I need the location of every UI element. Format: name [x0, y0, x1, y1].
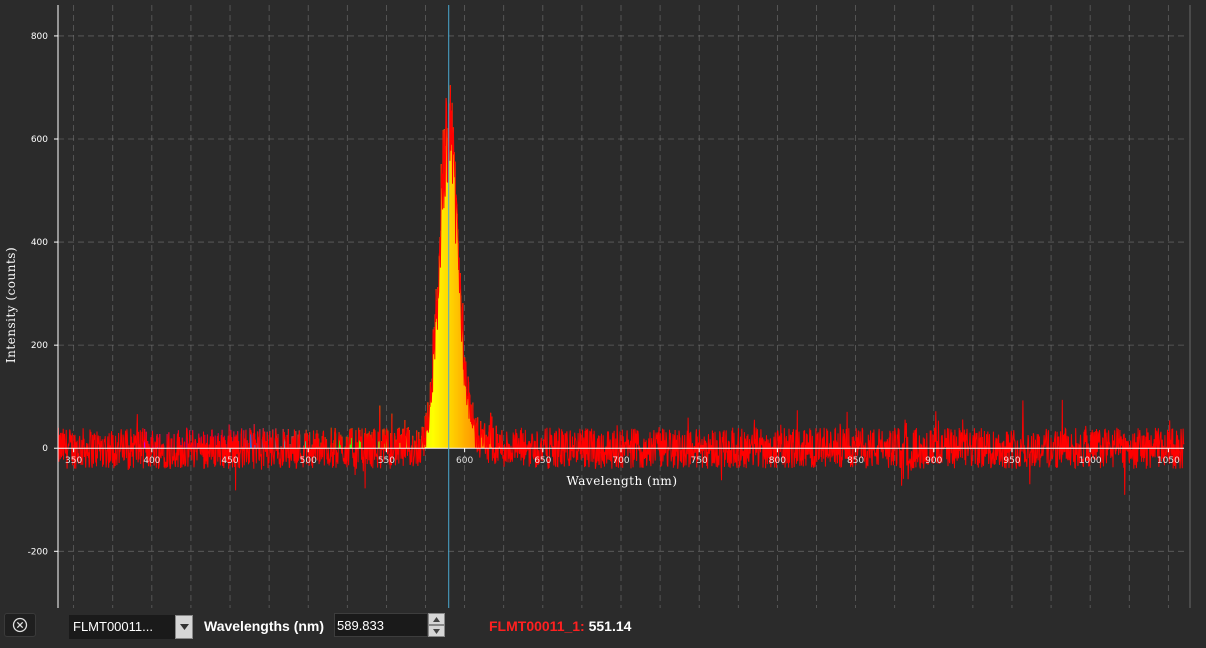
x-tick-label: 650 — [534, 456, 551, 466]
tick-labels: 800 600 400 200 0 -200 350 400 450 500 550 600 650 70… — [28, 32, 1181, 557]
wavelength-spinbox[interactable] — [334, 613, 445, 637]
bottom-toolbar: FLMT00011... Wavelengths (nm) FLMT00011_… — [0, 610, 1206, 648]
circle-x-icon — [12, 617, 28, 633]
x-tick-label: 950 — [1003, 456, 1020, 466]
x-tick-label: 400 — [143, 456, 160, 466]
y-axis-title: Intensity (counts) — [4, 247, 18, 363]
x-tick-label: 600 — [456, 456, 473, 466]
x-tick-label: 350 — [65, 456, 82, 466]
arrow-down-icon — [433, 628, 440, 634]
spectrum-chart-svg[interactable]: 800 600 400 200 0 -200 350 400 450 500 550 600 650 70… — [0, 0, 1206, 610]
spin-up-button[interactable] — [428, 613, 445, 625]
x-tick-label: 1050 — [1157, 456, 1180, 466]
intensity-readout: FLMT00011_1: 551.14 — [489, 616, 631, 636]
y-tick-label: 800 — [31, 32, 48, 42]
wavelength-input[interactable] — [334, 613, 428, 637]
x-tick-label: 450 — [221, 456, 238, 466]
x-tick-label: 800 — [769, 456, 786, 466]
spectrum-select[interactable]: FLMT00011... — [69, 615, 193, 639]
chevron-down-icon — [179, 624, 189, 630]
spectrum-line-group — [57, 85, 1185, 495]
arrow-up-icon — [433, 616, 440, 622]
x-tick-label: 850 — [847, 456, 864, 466]
spectrum-plot[interactable]: 800 600 400 200 0 -200 350 400 450 500 550 600 650 70… — [0, 0, 1206, 610]
spectrum-line — [57, 85, 1185, 495]
x-tick-label: 750 — [691, 456, 708, 466]
close-button[interactable] — [4, 613, 36, 637]
axes — [54, 5, 1191, 608]
x-axis-title: Wavelength (nm) — [566, 474, 677, 488]
x-tick-label: 900 — [925, 456, 942, 466]
x-tick-label: 550 — [378, 456, 395, 466]
readout-value: 551.14 — [588, 618, 632, 634]
y-tick-label: 200 — [31, 341, 48, 351]
wavelength-label: Wavelengths (nm) — [204, 618, 325, 634]
y-tick-label: 0 — [42, 444, 48, 454]
x-tick-label: 700 — [612, 456, 629, 466]
y-tick-label: -200 — [28, 547, 49, 557]
dropdown-arrow-button[interactable] — [175, 615, 193, 639]
readout-series-name: FLMT00011_1: — [489, 618, 585, 634]
spin-down-button[interactable] — [428, 625, 445, 637]
grid-lines — [58, 5, 1184, 608]
x-tick-label: 1000 — [1079, 456, 1102, 466]
spectrum-select-value: FLMT00011... — [69, 615, 175, 639]
x-tick-label: 500 — [300, 456, 317, 466]
y-tick-label: 600 — [31, 135, 48, 145]
y-tick-label: 400 — [31, 238, 48, 248]
